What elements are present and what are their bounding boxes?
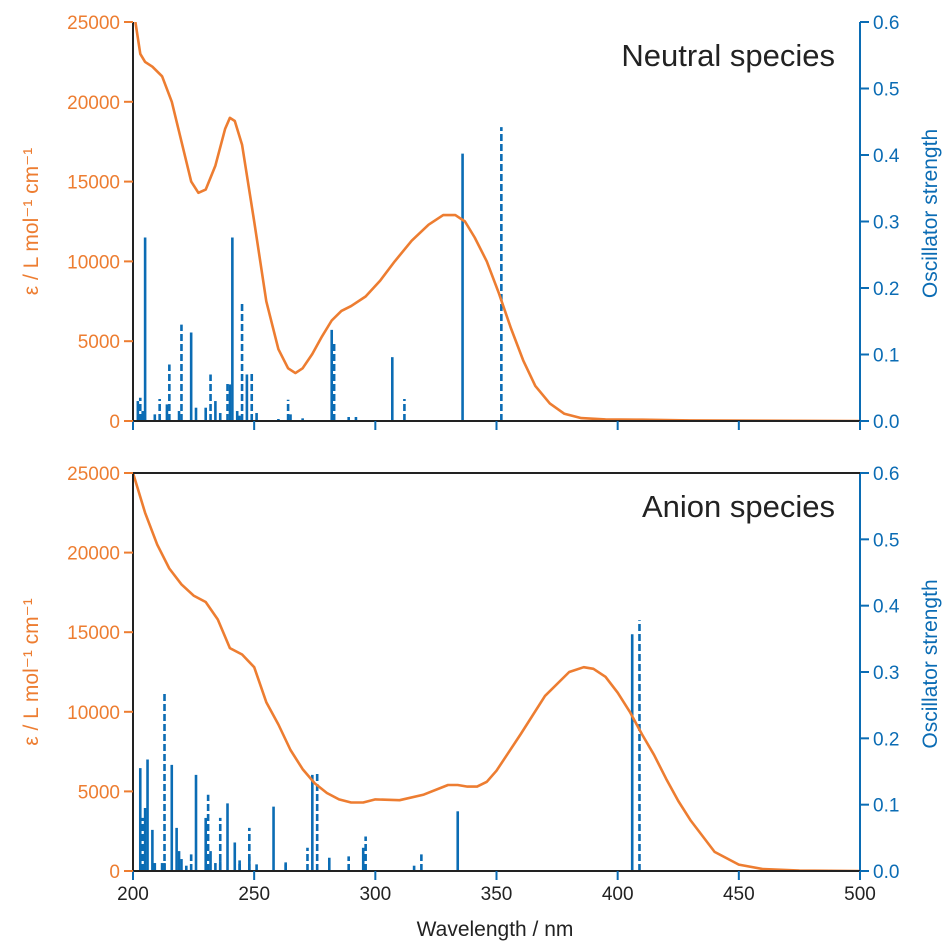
right-tick-label: 0.4: [873, 597, 900, 618]
left-tick-label: 20000: [67, 544, 120, 565]
right-tick-label: 0.3: [873, 663, 899, 684]
panel-title: Anion species: [642, 489, 835, 524]
left-tick-label: 20000: [67, 93, 120, 114]
left-tick-label: 5000: [78, 332, 120, 353]
x-tick-label: 250: [238, 884, 270, 905]
x-tick-label: 200: [117, 884, 149, 905]
x-tick-label: 300: [359, 884, 391, 905]
left-tick-label: 0: [109, 862, 120, 883]
right-tick-label: 0.6: [873, 464, 899, 485]
panel-title: Neutral species: [621, 38, 835, 73]
x-tick-label: 350: [481, 884, 513, 905]
absorption-curve: [134, 22, 860, 421]
right-tick-label: 0.0: [873, 862, 899, 883]
right-axis-title: Oscillator strength: [919, 579, 942, 748]
left-tick-label: 5000: [78, 782, 120, 803]
right-tick-label: 0.1: [873, 346, 899, 367]
absorption-curve: [133, 473, 860, 871]
right-tick-label: 0.2: [873, 279, 899, 300]
x-tick-label: 450: [723, 884, 755, 905]
right-tick-label: 0.2: [873, 729, 899, 750]
panel-neutral: Neutral species 0 5000 10000 15000 20000 2500…: [20, 13, 942, 433]
left-tick-label: 10000: [67, 703, 120, 724]
right-tick-label: 0.3: [873, 213, 899, 234]
right-tick-label: 0.5: [873, 80, 899, 101]
left-tick-label: 15000: [67, 623, 120, 644]
right-tick-label: 0.5: [873, 530, 899, 551]
plot-area: [134, 22, 860, 421]
left-axis-title: ε / L mol⁻¹ cm⁻¹: [20, 598, 43, 745]
plot-area: [133, 473, 860, 871]
right-axis-title: Oscillator strength: [919, 129, 942, 298]
x-axis-title: Wavelength / nm: [417, 918, 574, 941]
right-tick-label: 0.6: [873, 13, 899, 34]
x-tick-label: 500: [844, 884, 876, 905]
left-tick-label: 0: [109, 412, 120, 433]
right-tick-label: 0.0: [873, 412, 899, 433]
left-tick-label: 25000: [67, 13, 120, 34]
panel-anion: Anion species 200 250 300 350 400 450 50005000…: [20, 464, 942, 905]
right-tick-label: 0.1: [873, 796, 899, 817]
left-tick-label: 25000: [67, 464, 120, 485]
left-tick-label: 10000: [67, 252, 120, 273]
x-tick-label: 400: [602, 884, 634, 905]
left-tick-label: 15000: [67, 173, 120, 194]
left-axis-title: ε / L mol⁻¹ cm⁻¹: [20, 148, 43, 295]
right-tick-label: 0.4: [873, 146, 900, 167]
